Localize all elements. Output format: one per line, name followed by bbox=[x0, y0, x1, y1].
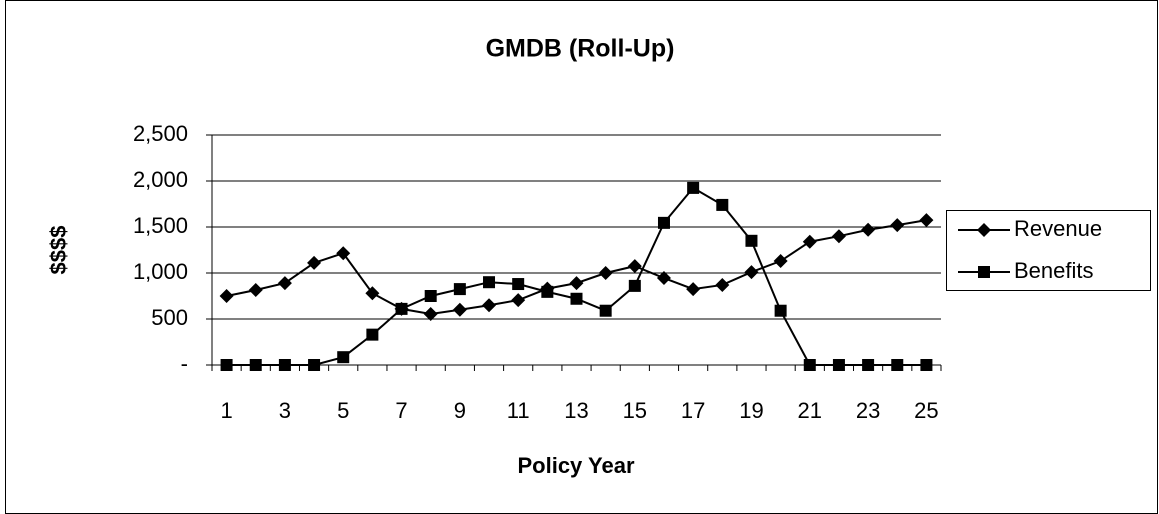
y-tick-label: 1,000 bbox=[133, 259, 188, 284]
legend-label: Revenue bbox=[1014, 216, 1102, 241]
marker bbox=[336, 246, 351, 261]
x-tick-label: 13 bbox=[564, 398, 588, 423]
y-tick-label: 2,000 bbox=[133, 167, 188, 192]
x-tick-label: 3 bbox=[279, 398, 291, 423]
marker bbox=[891, 359, 904, 371]
marker bbox=[337, 351, 350, 364]
chart-title: GMDB (Roll-Up) bbox=[486, 35, 675, 63]
marker bbox=[307, 255, 322, 270]
marker bbox=[219, 289, 234, 303]
marker bbox=[802, 234, 817, 249]
marker bbox=[570, 292, 583, 305]
x-tick-label: 1 bbox=[220, 398, 232, 423]
marker bbox=[774, 304, 787, 317]
y-tick-label: 1,500 bbox=[133, 213, 188, 238]
marker bbox=[920, 359, 933, 371]
y-tick-label: 2,500 bbox=[133, 121, 188, 146]
legend-label: Benefits bbox=[1014, 258, 1094, 283]
x-tick-label: 15 bbox=[623, 398, 647, 423]
marker bbox=[541, 285, 554, 298]
marker bbox=[365, 286, 380, 301]
marker bbox=[627, 259, 642, 274]
marker bbox=[482, 298, 497, 313]
x-tick-label: 11 bbox=[507, 398, 530, 423]
y-tick-label: - bbox=[181, 351, 188, 376]
marker bbox=[686, 282, 701, 297]
marker bbox=[716, 198, 729, 211]
marker bbox=[366, 328, 379, 341]
marker bbox=[656, 271, 671, 286]
x-tick-label: 17 bbox=[681, 398, 705, 423]
marker bbox=[483, 276, 496, 289]
marker bbox=[220, 359, 233, 371]
y-tick-label: 500 bbox=[151, 305, 188, 330]
x-tick-label: 21 bbox=[798, 398, 822, 423]
y-axis-label: $$$$ bbox=[46, 226, 71, 275]
marker bbox=[453, 283, 466, 296]
marker bbox=[831, 229, 846, 244]
marker bbox=[890, 218, 905, 233]
x-tick-label: 9 bbox=[454, 398, 466, 423]
marker bbox=[249, 359, 262, 371]
x-tick-label: 19 bbox=[739, 398, 763, 423]
marker bbox=[687, 181, 700, 194]
x-tick-label: 25 bbox=[914, 398, 938, 423]
marker bbox=[599, 304, 612, 317]
marker bbox=[308, 359, 321, 371]
marker bbox=[861, 222, 876, 237]
marker bbox=[832, 359, 845, 371]
marker bbox=[452, 302, 467, 317]
x-axis-label: Policy Year bbox=[517, 453, 634, 478]
marker bbox=[978, 266, 990, 278]
marker bbox=[628, 279, 641, 292]
marker bbox=[395, 302, 408, 315]
marker bbox=[277, 276, 292, 291]
marker bbox=[598, 266, 613, 280]
marker bbox=[803, 359, 816, 371]
marker bbox=[569, 276, 584, 291]
marker bbox=[977, 223, 991, 237]
marker bbox=[773, 254, 788, 269]
x-tick-label: 23 bbox=[856, 398, 880, 423]
marker bbox=[248, 283, 263, 298]
marker bbox=[862, 359, 875, 371]
marker bbox=[278, 359, 291, 371]
marker bbox=[511, 293, 526, 308]
marker bbox=[715, 277, 730, 292]
marker bbox=[745, 234, 758, 247]
marker bbox=[657, 216, 670, 229]
marker bbox=[423, 306, 438, 321]
marker bbox=[424, 290, 437, 302]
x-tick-label: 5 bbox=[337, 398, 349, 423]
marker bbox=[744, 265, 759, 280]
marker bbox=[919, 213, 934, 228]
x-tick-label: 7 bbox=[395, 398, 407, 423]
marker bbox=[512, 278, 525, 291]
